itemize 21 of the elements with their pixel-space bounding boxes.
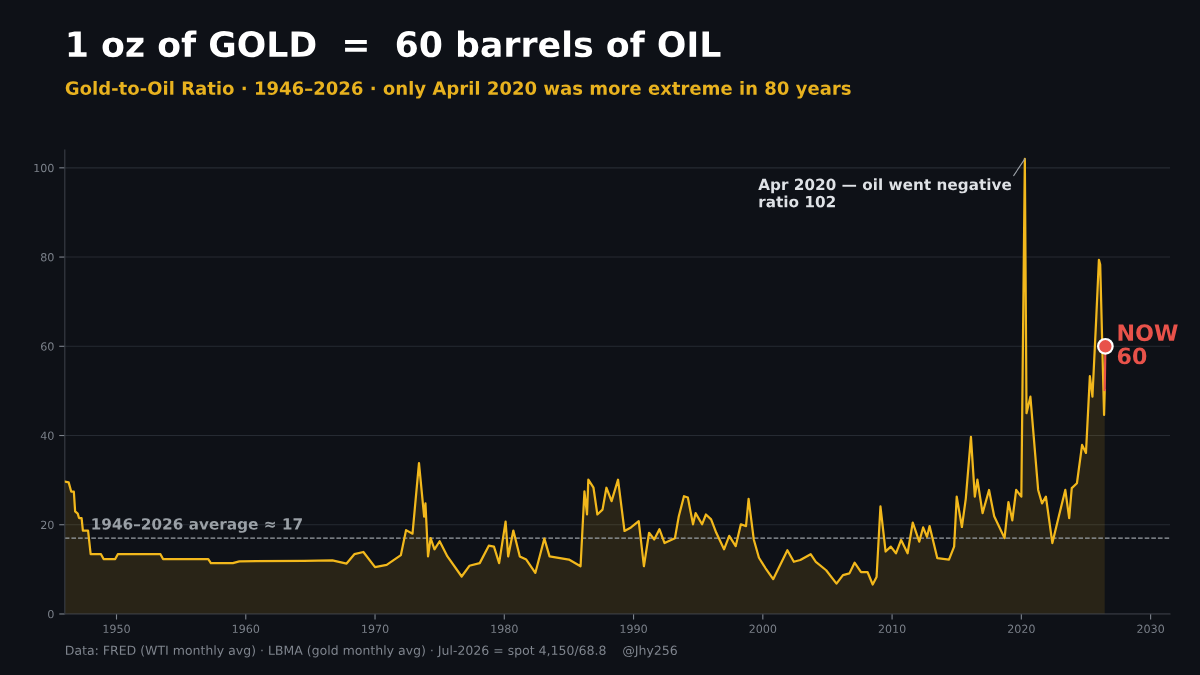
x-tick-label: 1960 xyxy=(232,624,260,633)
x-tick-label: 2030 xyxy=(1137,624,1165,633)
x-tick-label: 1970 xyxy=(362,624,389,633)
y-tick-label: 100 xyxy=(34,163,54,173)
x-tick-label: 2010 xyxy=(878,624,906,633)
y-tick-label: 20 xyxy=(41,520,54,530)
x-tick-label: 1990 xyxy=(620,624,647,633)
y-tick-label: 40 xyxy=(40,431,54,440)
x-tick-label: 1980 xyxy=(491,624,518,633)
ref-line-label: 1946–2026 average ≈ 17 xyxy=(92,518,302,533)
chart-subtitle: Gold-to-Oil Ratio · 1946–2026 · only April 2020 was more extreme in 80 years xyxy=(65,80,851,99)
x-tick-label: 1950 xyxy=(103,624,130,633)
y-tick-label: 80 xyxy=(41,253,54,262)
annotation: NOW 60 xyxy=(1117,324,1178,365)
annotation: Apr 2020 — oil went negative ratio 102 xyxy=(758,178,1012,208)
x-tick-label: 2020 xyxy=(1008,624,1035,633)
y-tick-label: 60 xyxy=(41,342,54,351)
text: Data: FRED (WTI monthly avg) · LBMA (gold monthly avg) · Jul-2026 = spot 4,150/68.8 @Jhy256 xyxy=(66,645,677,658)
chart-title: 1 oz of GOLD = 60 barrels of OIL xyxy=(68,30,721,58)
x-tick-label: 2000 xyxy=(749,624,777,633)
y-tick-label: 0 xyxy=(48,609,54,619)
